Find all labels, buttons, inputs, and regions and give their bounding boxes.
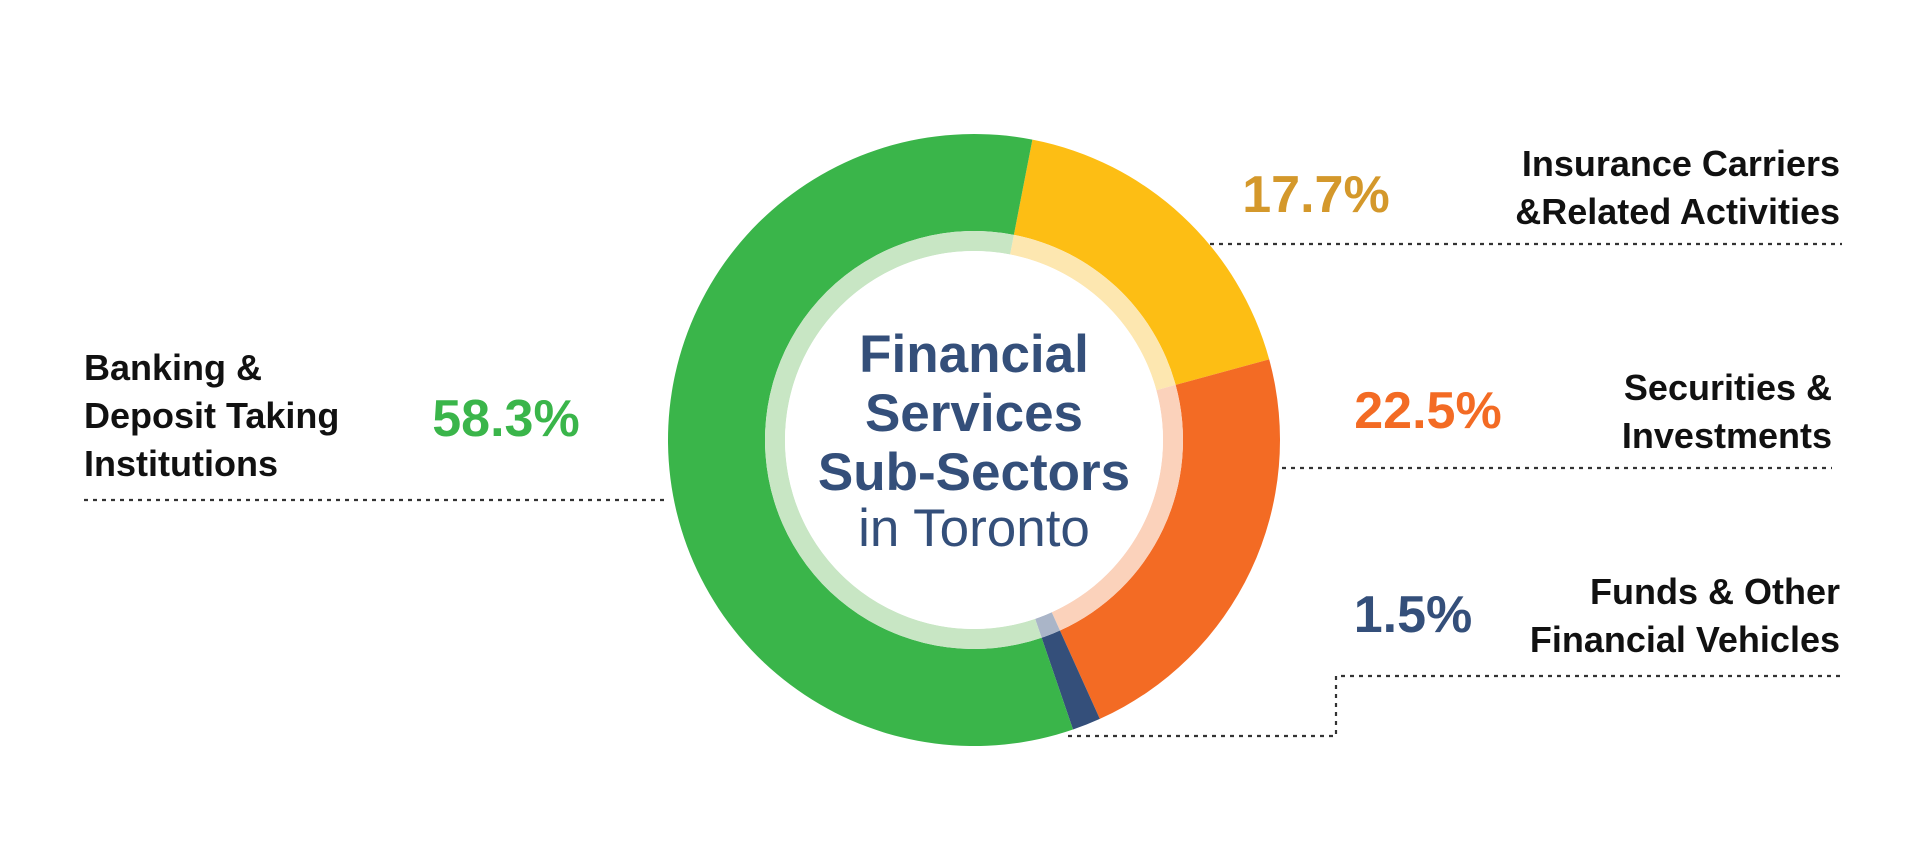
- center-title-line-1: Financial: [859, 325, 1089, 384]
- slice-label-line: Investments: [1622, 415, 1832, 456]
- slice-label-line: &Related Activities: [1515, 191, 1840, 232]
- slice-label-line: Institutions: [84, 443, 278, 484]
- slice-label-line: Insurance Carriers: [1522, 143, 1840, 184]
- slice-banking: [668, 133, 1074, 747]
- center-title-line-3: Sub-Sectors: [818, 443, 1130, 502]
- slice-label-banking: Banking & Deposit Taking Institutions: [84, 347, 339, 484]
- slice-label-line: Deposit Taking: [84, 395, 339, 436]
- slice-inner-securities: [1051, 384, 1183, 631]
- slice-label-line: Banking &: [84, 347, 262, 388]
- slice-value-banking: 58.3%: [432, 390, 579, 448]
- leader-lines: [84, 242, 1842, 738]
- slice-inner-insurance: [1010, 234, 1176, 391]
- slice-securities: [1059, 359, 1280, 719]
- center-title-line-2: Services: [865, 384, 1083, 443]
- slice-funds: [1041, 630, 1100, 730]
- slice-value-insurance: 17.7%: [1242, 166, 1389, 224]
- slice-label-insurance: Insurance Carriers &Related Activities: [1515, 143, 1840, 232]
- slice-insurance: [1013, 139, 1270, 385]
- slice-inner-funds: [1035, 612, 1060, 638]
- slice-label-line: Funds & Other: [1590, 571, 1840, 612]
- donut-center: [785, 251, 1163, 629]
- slice-value-securities: 22.5%: [1354, 382, 1501, 440]
- donut-slices: [668, 133, 1280, 747]
- slice-value-funds: 1.5%: [1354, 586, 1473, 644]
- slice-label-line: Financial Vehicles: [1530, 619, 1840, 660]
- leader-line-funds: [1068, 674, 1840, 738]
- slice-label-line: Securities &: [1624, 367, 1832, 408]
- center-title: Financial Services Sub-Sectors in Toront…: [818, 325, 1130, 558]
- slice-label-securities: Securities & Investments: [1622, 367, 1832, 456]
- slice-label-funds: Funds & Other Financial Vehicles: [1530, 571, 1840, 660]
- center-subtitle: in Toronto: [858, 499, 1090, 558]
